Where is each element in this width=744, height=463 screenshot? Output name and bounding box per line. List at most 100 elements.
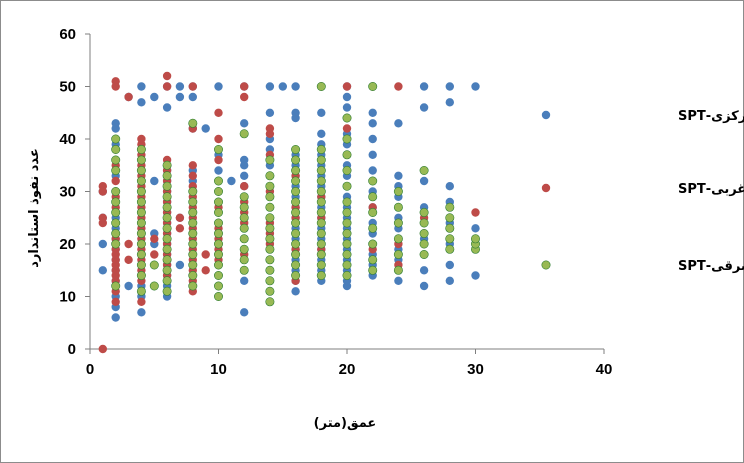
data-point [471, 208, 480, 217]
data-point [240, 182, 249, 191]
data-point [188, 118, 198, 128]
data-point [111, 155, 121, 165]
data-point [445, 234, 455, 244]
data-point [342, 113, 352, 123]
data-point [368, 176, 378, 186]
data-point [111, 313, 120, 322]
data-point [265, 181, 275, 191]
data-point [316, 270, 326, 280]
data-point [188, 187, 198, 197]
data-point [368, 223, 378, 233]
data-point [111, 197, 121, 207]
data-point [291, 108, 300, 118]
data-point [291, 145, 301, 155]
data-point [471, 271, 480, 280]
data-point [111, 229, 121, 239]
data-point [162, 265, 172, 275]
data-point [471, 224, 480, 233]
data-point [278, 82, 287, 91]
y-tick-label: 40 [59, 131, 76, 148]
data-point [471, 82, 480, 91]
y-tick-label: 20 [59, 236, 76, 253]
data-point [419, 229, 429, 239]
data-point [265, 244, 275, 254]
y-tick-label: 60 [59, 26, 76, 43]
data-point [393, 187, 403, 197]
data-point [419, 218, 429, 228]
data-point [137, 98, 146, 107]
data-point [316, 208, 326, 218]
data-point [162, 181, 172, 191]
y-tick-label: 10 [59, 289, 76, 306]
data-point [239, 192, 249, 202]
data-point [419, 239, 429, 249]
data-point [291, 260, 301, 270]
data-point [445, 276, 454, 285]
data-point [316, 166, 326, 176]
data-point [368, 239, 378, 249]
data-point [342, 134, 352, 144]
data-point [291, 218, 301, 228]
data-point [368, 108, 377, 118]
data-point [291, 176, 301, 186]
data-point [175, 224, 185, 233]
data-point [136, 155, 146, 165]
data-point [150, 176, 159, 186]
data-point [368, 82, 378, 92]
data-point [265, 297, 275, 307]
data-point [136, 229, 146, 239]
data-point [368, 166, 377, 175]
data-point [240, 171, 249, 180]
data-point [136, 166, 146, 176]
data-point [317, 129, 326, 138]
data-point [124, 239, 133, 249]
data-point [342, 92, 352, 102]
data-point [150, 250, 159, 259]
data-point [136, 208, 146, 218]
data-point [227, 176, 236, 186]
data-point [342, 181, 352, 191]
legend-label: ناحیه مرکزی-SPT [678, 109, 744, 124]
y-tick-label: 30 [59, 184, 76, 201]
data-point [291, 239, 301, 249]
data-point [393, 234, 403, 244]
data-point [419, 82, 429, 91]
data-point [162, 103, 172, 112]
data-point [342, 239, 352, 249]
data-point [214, 166, 223, 175]
data-point [342, 150, 352, 160]
x-tick-label: 0 [86, 361, 94, 378]
data-point [316, 260, 326, 270]
data-point [111, 239, 121, 249]
data-point [419, 176, 429, 186]
data-point [393, 218, 403, 228]
data-point [188, 161, 197, 170]
data-point [265, 276, 275, 286]
data-point [214, 218, 224, 228]
data-point [291, 208, 301, 218]
data-point [445, 213, 455, 223]
data-point [137, 82, 146, 91]
data-point [239, 234, 249, 244]
data-point [239, 223, 249, 233]
data-point [175, 260, 185, 270]
data-point [175, 82, 185, 91]
data-point [150, 92, 159, 102]
data-point [111, 297, 120, 306]
data-point [201, 124, 210, 133]
data-point [316, 218, 326, 228]
data-point [240, 92, 249, 102]
data-point [342, 124, 352, 133]
data-point [239, 129, 249, 139]
data-point [137, 308, 146, 317]
data-point [136, 286, 146, 296]
x-tick-label: 10 [210, 361, 227, 378]
data-point [393, 265, 403, 275]
data-point [265, 124, 275, 133]
data-point [394, 276, 403, 285]
data-point [240, 119, 249, 128]
data-point [162, 213, 172, 223]
data-point [214, 155, 223, 165]
data-point [214, 145, 224, 155]
data-point [368, 192, 378, 202]
